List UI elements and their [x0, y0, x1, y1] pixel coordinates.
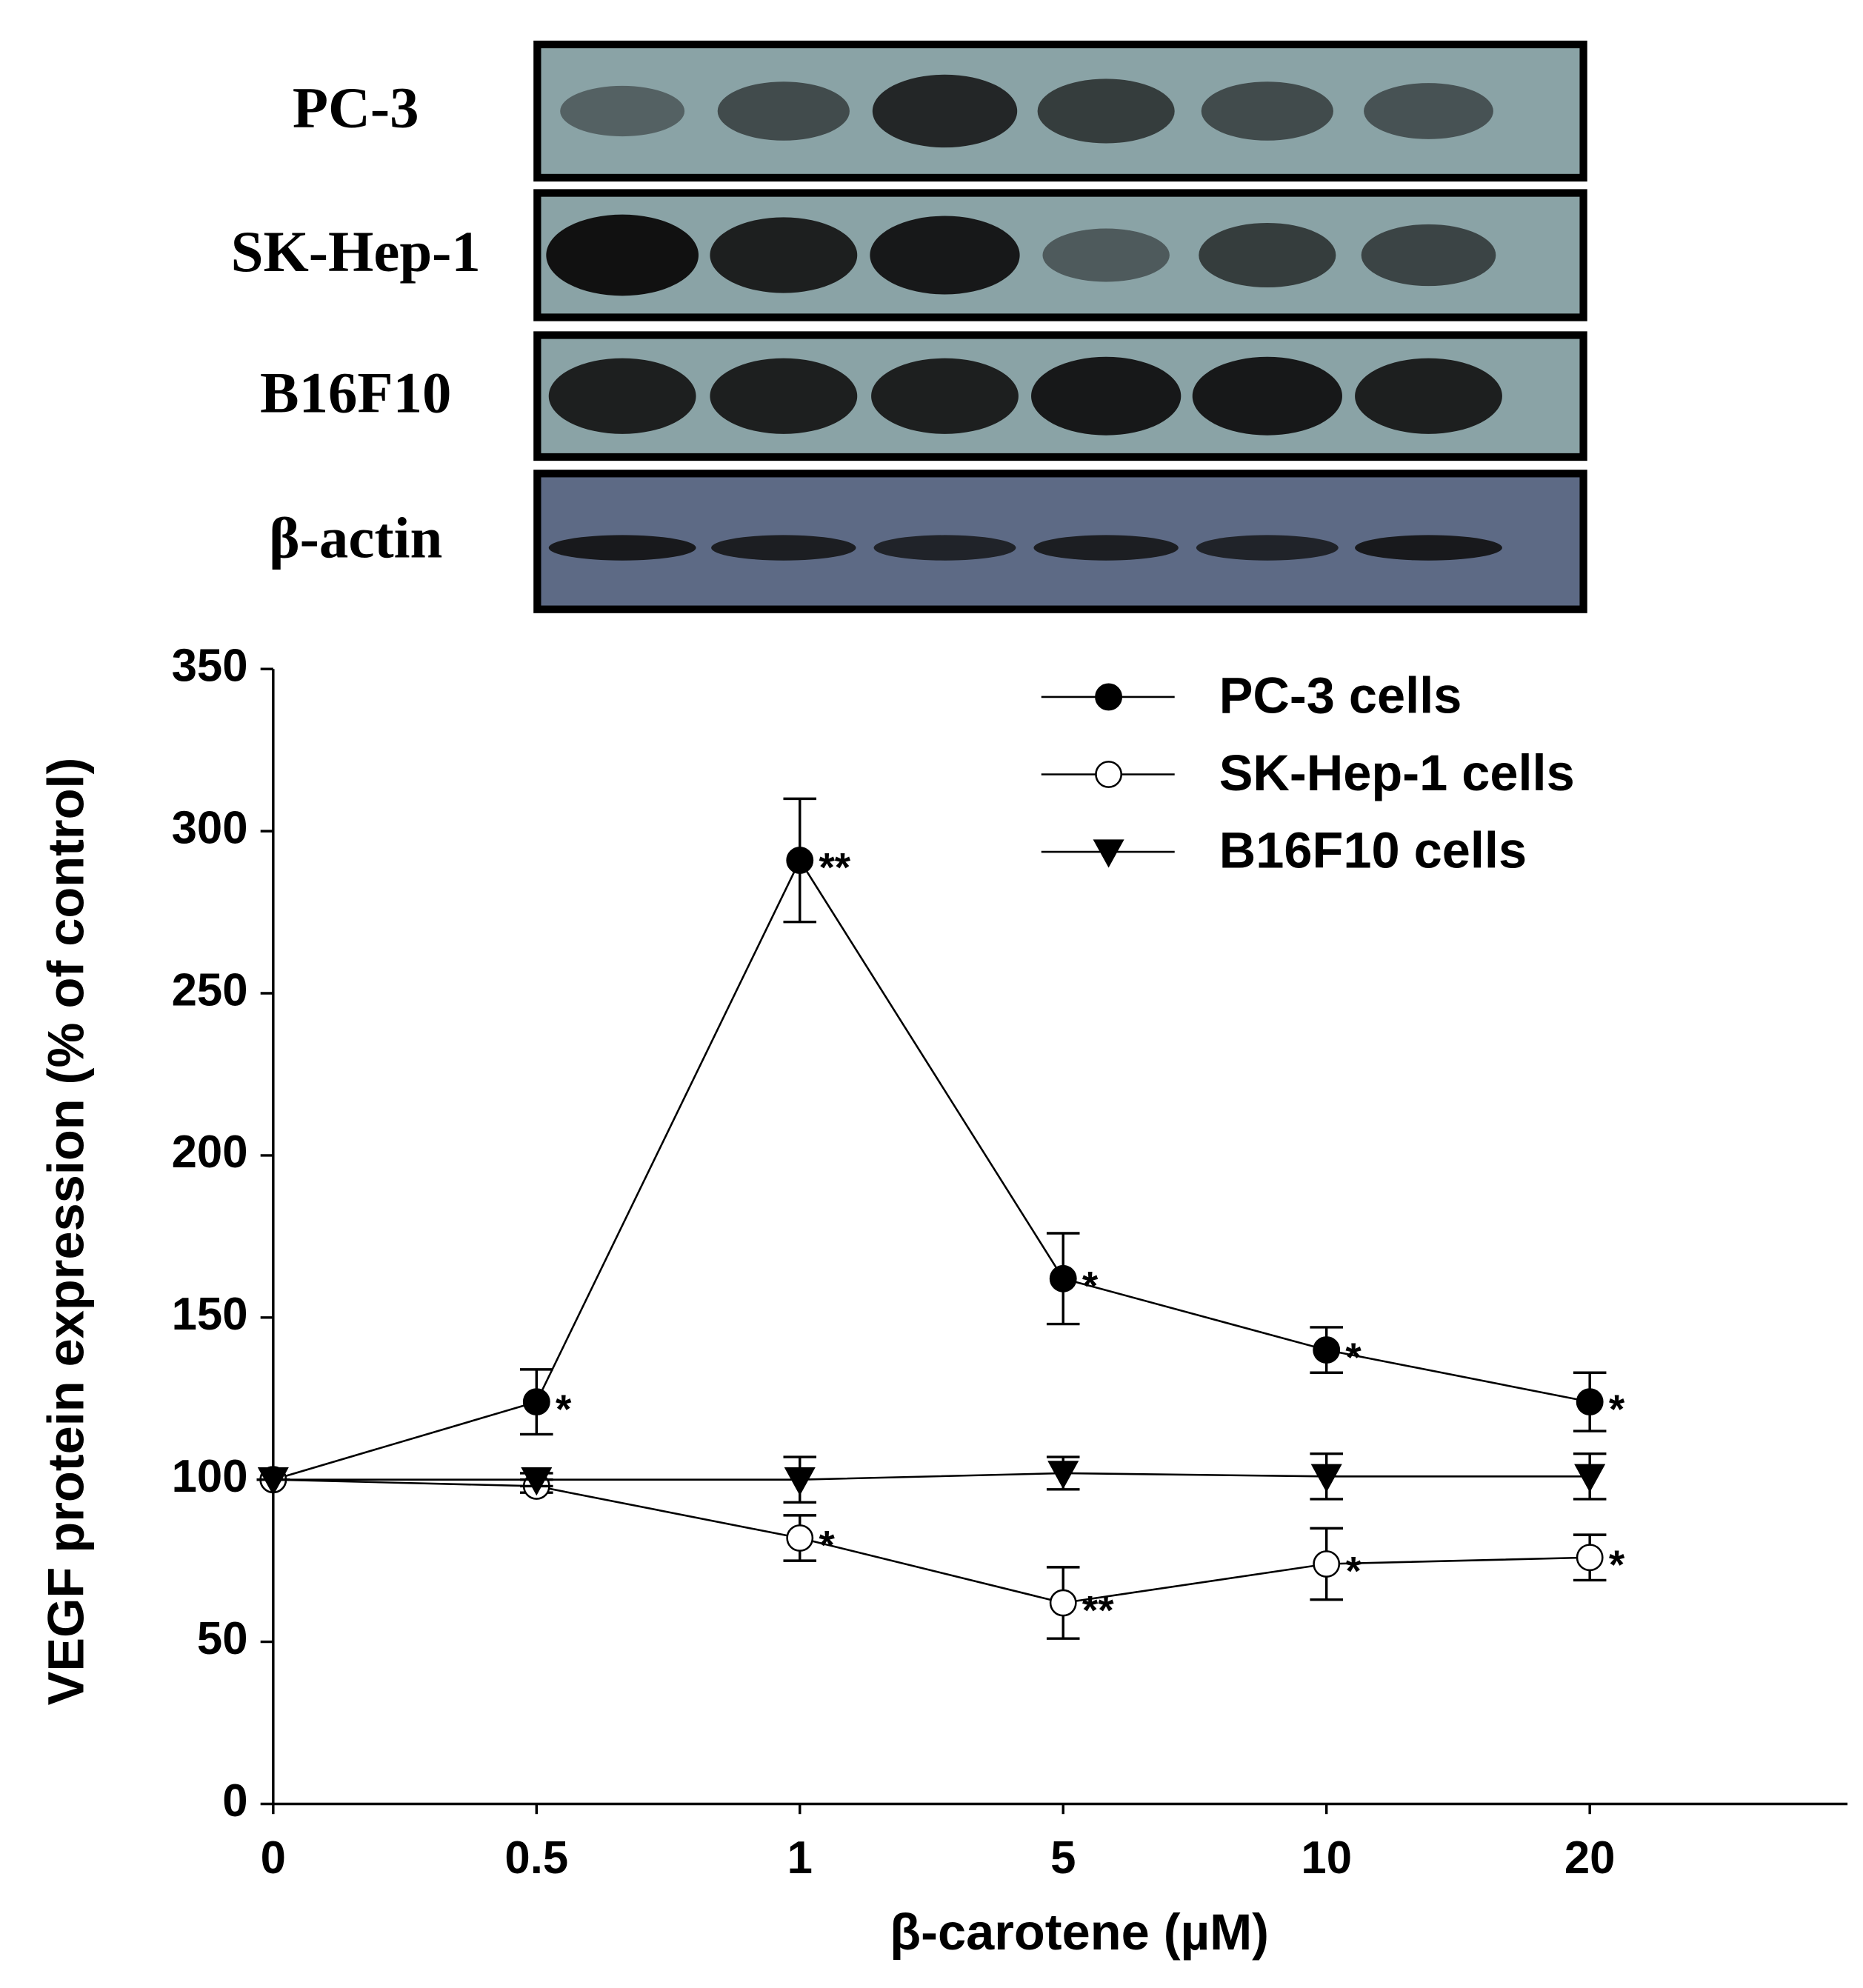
y-tick-label: 0: [222, 1775, 247, 1827]
y-tick-label: 300: [172, 802, 248, 853]
blot-band: [710, 217, 858, 293]
x-tick-label: 0: [261, 1832, 286, 1884]
significance-label: *: [1345, 1548, 1362, 1594]
blot-label: B16F10: [260, 361, 451, 425]
series-line: [273, 858, 1590, 1481]
marker: [1049, 1589, 1077, 1617]
marker: [1576, 1544, 1604, 1572]
marker: [257, 1467, 289, 1496]
significance-label: **: [1082, 1587, 1114, 1632]
x-tick-label: 0.5: [504, 1832, 568, 1884]
blot-band: [1355, 358, 1502, 434]
x-tick-label: 1: [787, 1832, 813, 1884]
marker: [1313, 1550, 1341, 1578]
y-tick-label: 200: [172, 1127, 248, 1178]
significance-label: *: [1082, 1262, 1099, 1308]
blot-band: [546, 214, 699, 296]
y-tick-label: 100: [172, 1451, 248, 1502]
significance-label: **: [819, 844, 850, 890]
y-tick-label: 150: [172, 1289, 248, 1340]
marker: [1574, 1464, 1606, 1492]
blot-band: [1192, 356, 1342, 436]
series-line: [273, 1472, 1590, 1481]
x-axis-label: β-carotene (µM): [890, 1904, 1269, 1961]
blot-band: [1201, 81, 1333, 141]
blot-band: [873, 535, 1016, 561]
blot-band: [1196, 535, 1339, 561]
blot-label: β-actin: [269, 507, 442, 571]
significance-label: *: [1609, 1541, 1625, 1587]
marker: [521, 1467, 553, 1496]
y-tick-label: 50: [197, 1613, 248, 1664]
blot-band: [1364, 83, 1493, 139]
blot-band: [710, 358, 858, 434]
marker: [1313, 1336, 1341, 1364]
marker: [1576, 1388, 1604, 1416]
series-line: [273, 1478, 1590, 1604]
blot-band: [548, 358, 696, 434]
blot-band: [717, 81, 850, 141]
legend-label: B16F10 cells: [1219, 822, 1527, 879]
legend-label: PC-3 cells: [1219, 667, 1462, 724]
blot-band: [1355, 535, 1502, 561]
x-tick-label: 10: [1301, 1832, 1352, 1884]
blot-label: SK-Hep-1: [231, 220, 481, 284]
blot-band: [560, 85, 685, 137]
blot-band: [1031, 356, 1182, 436]
blot-band: [548, 535, 696, 561]
legend-label: SK-Hep-1 cells: [1219, 744, 1575, 801]
marker: [1310, 1464, 1342, 1492]
x-tick-label: 20: [1564, 1832, 1616, 1884]
significance-label: *: [556, 1386, 572, 1432]
marker: [1049, 1264, 1077, 1292]
blot-band: [870, 216, 1020, 295]
marker: [522, 1388, 550, 1416]
significance-label: *: [819, 1522, 835, 1568]
blot-label: PC-3: [293, 76, 419, 140]
marker: [786, 1524, 814, 1552]
significance-label: *: [1609, 1386, 1625, 1432]
legend-marker: [1095, 683, 1123, 711]
blot-band: [1199, 222, 1336, 288]
legend-marker: [1095, 761, 1123, 788]
y-tick-label: 350: [172, 641, 248, 692]
y-axis-label: VEGF protein expression (% of control): [38, 758, 95, 1706]
blot-band: [1361, 224, 1496, 287]
blot-band: [1037, 79, 1175, 144]
x-tick-label: 5: [1050, 1832, 1076, 1884]
legend-marker: [1093, 839, 1124, 868]
blot-band: [872, 74, 1018, 148]
marker: [1047, 1461, 1079, 1490]
blot-band: [1033, 535, 1179, 561]
blot-band: [1042, 228, 1170, 282]
significance-label: *: [1345, 1334, 1362, 1380]
y-tick-label: 250: [172, 964, 248, 1015]
marker: [784, 1467, 816, 1496]
blot-band: [871, 358, 1019, 434]
marker: [786, 847, 814, 874]
blot-band: [711, 535, 856, 561]
western-blot: PC-3 SK-Hep-1 B16F10 β-actin: [231, 40, 1587, 613]
